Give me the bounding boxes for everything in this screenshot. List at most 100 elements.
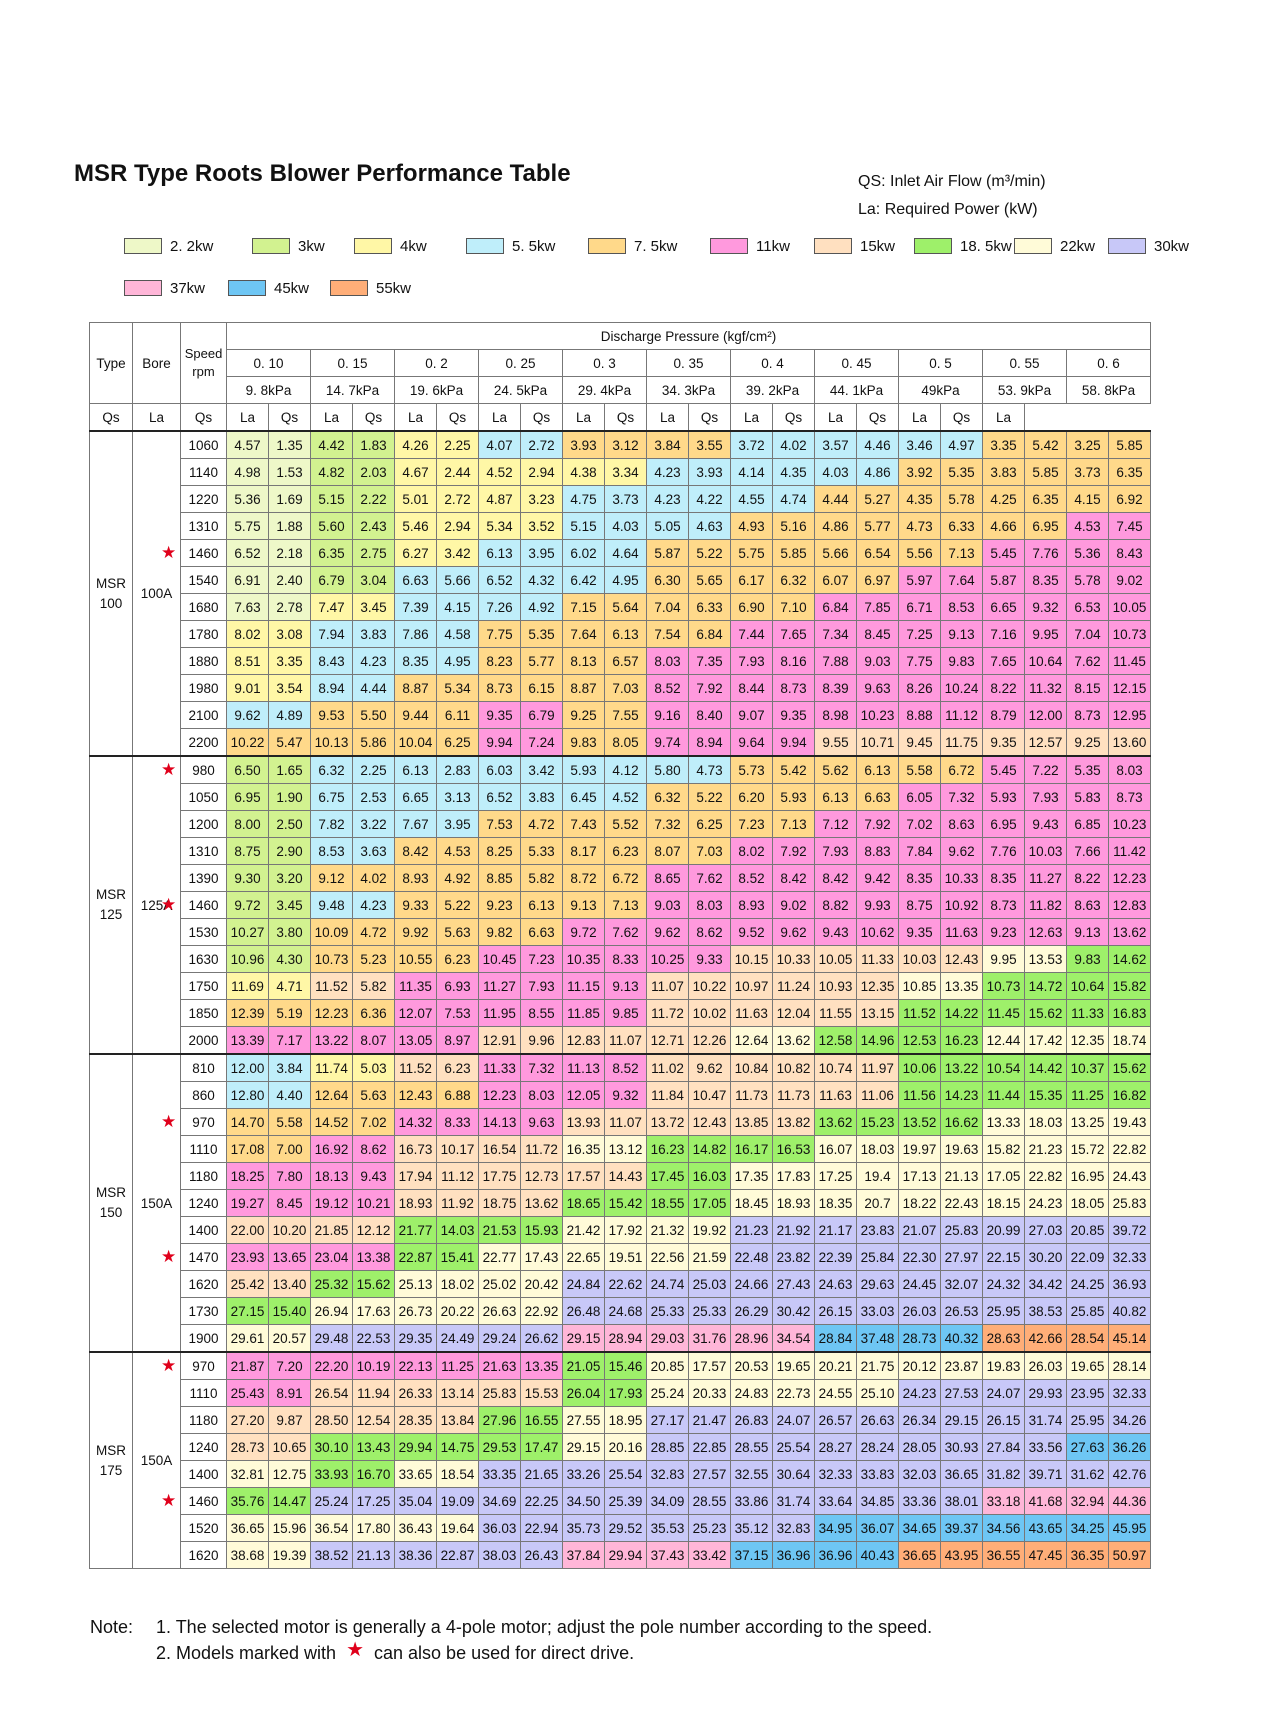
- table-row: 1850 12.39 5.19 12.23 6.36 12.07 7.53 11.95 8.55…: [90, 999, 1151, 1027]
- speed-cell: 1240: [180, 1189, 227, 1217]
- qs-cell: 4.93: [730, 512, 773, 540]
- legend-swatch: [466, 238, 504, 254]
- la-cell: 15.62: [352, 1270, 395, 1298]
- qs-cell: 20.53: [730, 1351, 773, 1380]
- la-cell: 6.25: [436, 728, 479, 757]
- qs-cell: 12.64: [730, 1026, 773, 1055]
- speed-cell: 1460 ★: [161, 539, 227, 567]
- qs-cell: 4.07: [478, 430, 521, 459]
- qs-cell: 29.35: [394, 1324, 437, 1353]
- la-cell: 12.12: [352, 1216, 395, 1244]
- la-cell: 4.23: [352, 647, 395, 675]
- speed-cell: 1730: [180, 1297, 227, 1325]
- la-cell: 15.46: [604, 1351, 647, 1380]
- la-cell: 8.63: [940, 810, 983, 838]
- qs-cell: 12.39: [226, 999, 269, 1027]
- la-cell: 3.80: [268, 918, 311, 946]
- qs-cell: 22.65: [562, 1243, 605, 1271]
- la-cell: 3.42: [436, 539, 479, 567]
- qs-cell: 25.33: [646, 1297, 689, 1325]
- la-cell: 11.06: [856, 1081, 899, 1109]
- qs-cell: 10.45: [478, 945, 521, 973]
- la-cell: 4.53: [436, 837, 479, 865]
- la-cell: 21.59: [688, 1243, 731, 1271]
- qs-cell: 5.78: [1066, 566, 1109, 594]
- qs-cell: 24.23: [898, 1379, 941, 1407]
- la-cell: 10.05: [1108, 593, 1151, 621]
- qs-cell: 28.35: [394, 1406, 437, 1434]
- la-cell: 21.92: [772, 1216, 815, 1244]
- la-cell: 20.33: [688, 1379, 731, 1407]
- la-cell: 6.15: [520, 674, 563, 702]
- la-cell: 5.22: [688, 783, 731, 811]
- la-cell: 10.21: [352, 1189, 395, 1217]
- la-cell: 9.43: [1024, 810, 1067, 838]
- bore-cell: 150A: [132, 1053, 181, 1353]
- rpm-value: 1060: [188, 437, 219, 453]
- la-cell: 6.35: [1024, 485, 1067, 513]
- qs-cell: 4.53: [1066, 512, 1109, 540]
- qs-cell: 7.47: [310, 593, 353, 621]
- la-cell: 3.52: [520, 512, 563, 540]
- la-cell: 6.72: [604, 864, 647, 892]
- qs-cell: 18.93: [394, 1189, 437, 1217]
- qs-cell: 6.53: [1066, 593, 1109, 621]
- qs-cell: 33.26: [562, 1460, 605, 1488]
- la-cell: 22.87: [436, 1541, 479, 1569]
- legend-item: 55kw: [330, 278, 411, 298]
- legend-label: 2. 2kw: [170, 237, 214, 255]
- qs-cell: 8.26: [898, 674, 941, 702]
- qs-cell: 5.01: [394, 485, 437, 513]
- qs-cell: 25.85: [1066, 1297, 1109, 1325]
- la-cell: 2.75: [352, 539, 395, 567]
- qs-cell: 8.25: [478, 837, 521, 865]
- la-cell: 5.03: [352, 1053, 395, 1082]
- qs-cell: 38.52: [310, 1541, 353, 1569]
- qs-cell: 10.27: [226, 918, 269, 946]
- qs-cell: 32.83: [646, 1460, 689, 1488]
- la-cell: 10.19: [352, 1351, 395, 1380]
- qs-cell: 8.17: [562, 837, 605, 865]
- qs-cell: 6.30: [646, 566, 689, 594]
- la-cell: 8.55: [520, 999, 563, 1027]
- qs-cell: 21.07: [898, 1216, 941, 1244]
- la-cell: 15.82: [1108, 972, 1151, 1000]
- legend-item: 37kw: [124, 278, 205, 298]
- qs-header: Qs: [940, 403, 983, 432]
- table-row: 1050 6.95 1.90 6.75 2.53 6.65 3.13 6.52 3.83 6.45…: [90, 783, 1151, 811]
- pressure-kgf-header: 0. 45: [814, 349, 899, 377]
- la-cell: 32.33: [1108, 1379, 1151, 1407]
- la-cell: 7.62: [688, 864, 731, 892]
- qs-cell: 29.48: [310, 1324, 353, 1353]
- qs-cell: 8.00: [226, 810, 269, 838]
- la-cell: 9.63: [856, 674, 899, 702]
- qs-cell: 8.39: [814, 674, 857, 702]
- legend-swatch: [354, 238, 392, 254]
- qs-cell: 13.22: [310, 1026, 353, 1055]
- qs-cell: 6.75: [310, 783, 353, 811]
- la-cell: 6.33: [940, 512, 983, 540]
- la-cell: 25.83: [1108, 1189, 1151, 1217]
- la-cell: 8.83: [856, 837, 899, 865]
- la-cell: 3.63: [352, 837, 395, 865]
- qs-cell: 13.62: [814, 1108, 857, 1136]
- model-type-cell: MSR 100: [89, 430, 133, 757]
- la-cell: 3.45: [268, 891, 311, 919]
- qs-cell: 38.36: [394, 1541, 437, 1569]
- la-cell: 11.12: [436, 1162, 479, 1190]
- la-cell: 10.65: [268, 1433, 311, 1461]
- qs-cell: 4.98: [226, 458, 269, 486]
- la-cell: 11.75: [940, 728, 983, 757]
- qs-cell: 22.13: [394, 1351, 437, 1380]
- table-row: MSR 175 150A 970 ★ 21.87 7.20 22.20 10.19 22.13 1…: [89, 1351, 1151, 1569]
- la-cell: 38.01: [940, 1487, 983, 1515]
- la-cell: 17.47: [520, 1433, 563, 1461]
- la-cell: 13.35: [520, 1351, 563, 1380]
- la-cell: 27.53: [940, 1379, 983, 1407]
- rpm-value: 1620: [188, 1547, 219, 1563]
- qs-cell: 8.85: [478, 864, 521, 892]
- la-cell: 15.42: [604, 1189, 647, 1217]
- qs-cell: 25.43: [226, 1379, 269, 1407]
- la-cell: 6.93: [436, 972, 479, 1000]
- la-cell: 5.86: [352, 728, 395, 757]
